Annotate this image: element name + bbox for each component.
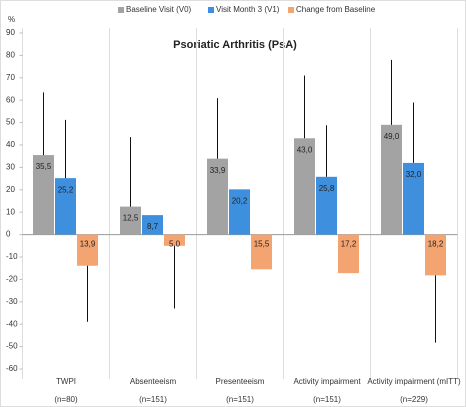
y-tick-label: 10 bbox=[6, 207, 15, 216]
bar bbox=[381, 124, 402, 235]
value-label: 43,0 bbox=[297, 145, 313, 154]
y-tick-label: 30 bbox=[6, 163, 15, 172]
x-tick-note: (n=151) bbox=[226, 395, 254, 404]
x-tick-note: (n=151) bbox=[313, 395, 341, 404]
y-tick-label: -30 bbox=[6, 297, 18, 306]
bar bbox=[33, 155, 54, 235]
bar bbox=[229, 189, 250, 235]
y-tick-label: -20 bbox=[6, 275, 18, 284]
value-label: 18,2 bbox=[428, 240, 444, 249]
y-tick-label: 80 bbox=[6, 51, 15, 60]
value-label: 8,7 bbox=[147, 222, 159, 231]
value-label: 25,2 bbox=[58, 185, 74, 194]
y-tick-label: 50 bbox=[6, 118, 15, 127]
legend-label: Visit Month 3 (V1) bbox=[216, 5, 280, 14]
y-tick-label: -60 bbox=[6, 364, 18, 373]
value-label: 49,0 bbox=[384, 132, 400, 141]
bar bbox=[403, 162, 424, 235]
bar bbox=[164, 234, 185, 246]
legend-label: Change from Baseline bbox=[296, 5, 376, 14]
bar bbox=[120, 206, 141, 235]
legend-swatch bbox=[288, 7, 294, 13]
bar bbox=[142, 215, 163, 235]
x-tick-note: (n=80) bbox=[54, 395, 78, 404]
bar bbox=[316, 176, 337, 235]
y-tick-label: 0 bbox=[6, 230, 11, 239]
value-label: 25,8 bbox=[319, 184, 335, 193]
x-tick-label: Activity impairment bbox=[293, 377, 361, 386]
bar bbox=[338, 234, 359, 274]
y-tick-label: -50 bbox=[6, 342, 18, 351]
legend-swatch bbox=[118, 7, 124, 13]
x-tick-label: TWPI bbox=[56, 377, 76, 386]
bar bbox=[55, 178, 76, 235]
value-label: 20,2 bbox=[232, 196, 248, 205]
bar bbox=[294, 138, 315, 235]
value-label: 33,9 bbox=[210, 166, 226, 175]
y-tick-label: 40 bbox=[6, 140, 15, 149]
x-tick-note: (n=151) bbox=[139, 395, 167, 404]
y-tick-label: -40 bbox=[6, 319, 18, 328]
y-tick-label: 70 bbox=[6, 73, 15, 82]
value-label: 17,2 bbox=[341, 240, 357, 249]
bar bbox=[251, 234, 272, 270]
legend-label: Baseline Visit (V0) bbox=[126, 5, 192, 14]
bar bbox=[207, 158, 228, 235]
y-tick-label: -10 bbox=[6, 252, 18, 261]
y-axis-label: % bbox=[8, 15, 15, 24]
bar bbox=[77, 234, 98, 266]
value-label: 15,5 bbox=[254, 240, 270, 249]
bar bbox=[425, 234, 446, 276]
x-tick-note: (n=229) bbox=[400, 395, 428, 404]
x-tick-label: Presenteeism bbox=[216, 377, 265, 386]
value-label: 35,5 bbox=[36, 162, 52, 171]
x-tick-label: Activity impairment (mITT) bbox=[367, 377, 461, 386]
y-tick-label: 90 bbox=[6, 28, 15, 37]
x-tick-label: Absenteeism bbox=[130, 377, 177, 386]
y-tick-label: 20 bbox=[6, 185, 15, 194]
value-label: 12,5 bbox=[123, 214, 139, 223]
value-label: 32,0 bbox=[406, 170, 422, 179]
legend-swatch bbox=[208, 7, 214, 13]
chart-title: Psoriatic Arthritis (PsA) bbox=[173, 39, 297, 51]
y-tick-label: 60 bbox=[6, 95, 15, 104]
value-label: 13,9 bbox=[80, 240, 96, 249]
value-label: 5,0 bbox=[169, 240, 181, 249]
